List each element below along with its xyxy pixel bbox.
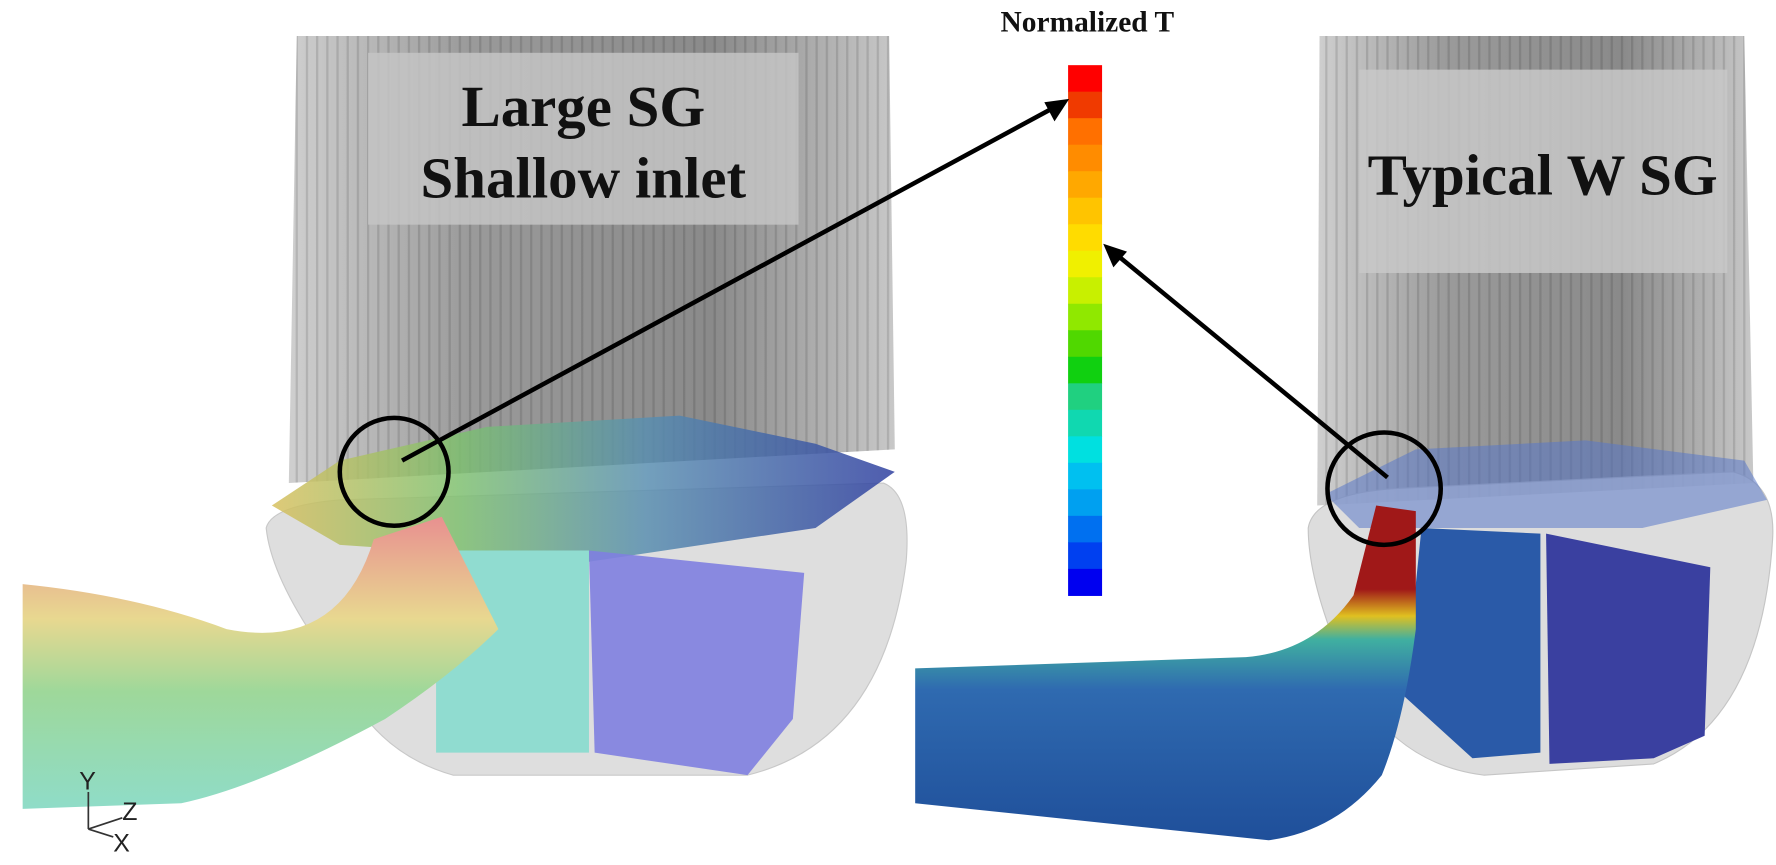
colorbar-swatch — [1068, 92, 1102, 119]
divider-cold — [589, 550, 804, 775]
colorbar-swatch — [1068, 383, 1102, 410]
colorbar-swatches — [1068, 65, 1102, 596]
axis-line — [88, 829, 113, 837]
colorbar-swatch — [1068, 463, 1102, 490]
colorbar-swatch — [1068, 304, 1102, 331]
axis-line — [88, 818, 122, 829]
left-panel: Large SG Shallow inlet Y Z X — [23, 36, 907, 858]
colorbar: Normalized T — [1001, 7, 1175, 596]
colorbar-swatch — [1068, 357, 1102, 384]
divider-cold — [1546, 534, 1710, 764]
colorbar-title: Normalized T — [1001, 7, 1175, 39]
figure: Large SG Shallow inlet Y Z X Typical W S… — [0, 0, 1776, 865]
colorbar-swatch — [1068, 118, 1102, 145]
colorbar-swatch — [1068, 330, 1102, 357]
colorbar-swatch — [1068, 542, 1102, 569]
panel-label: Typical W SG — [1368, 143, 1718, 208]
arrowhead — [1103, 244, 1127, 268]
panel-label: Shallow inlet — [421, 146, 747, 211]
colorbar-swatch — [1068, 277, 1102, 304]
colorbar-swatch — [1068, 436, 1102, 463]
colorbar-swatch — [1068, 198, 1102, 225]
colorbar-swatch — [1068, 569, 1102, 596]
colorbar-swatch — [1068, 224, 1102, 251]
colorbar-swatch — [1068, 145, 1102, 172]
colorbar-swatch — [1068, 251, 1102, 278]
axis-label: X — [113, 831, 130, 858]
colorbar-swatch — [1068, 489, 1102, 516]
axis-label: Z — [122, 799, 137, 826]
right-panel: Typical W SG — [915, 36, 1773, 840]
colorbar-swatch — [1068, 410, 1102, 437]
panel-label: Large SG — [461, 74, 705, 139]
axis-label: Y — [79, 769, 96, 796]
colorbar-swatch — [1068, 516, 1102, 543]
colorbar-swatch — [1068, 171, 1102, 198]
colorbar-swatch — [1068, 65, 1102, 92]
